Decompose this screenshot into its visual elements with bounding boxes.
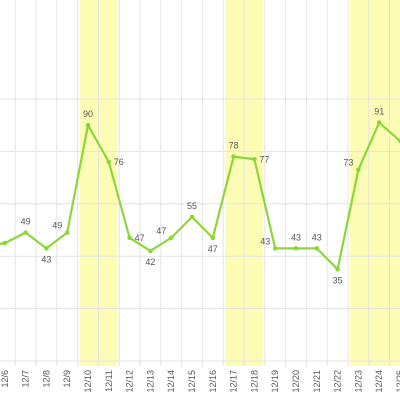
data-label: 73 [343,158,353,168]
data-point [23,230,28,235]
x-tick-label: 12/17 [229,370,239,393]
x-axis-tick-labels: 12/6 12/7 12/8 12/9 12/10 12/11 12/12 12/13 12/1… [0,370,400,393]
data-point [106,159,112,165]
data-point [189,214,195,220]
data-point [314,246,320,251]
data-label: 43 [260,236,270,246]
x-tick-label: 12/7 [21,370,31,388]
data-point [231,154,236,159]
x-tick-label: 12/16 [208,370,218,393]
series-line-path [0,121,400,271]
x-tick-label: 12/23 [353,370,363,393]
data-point [148,248,153,254]
x-tick-label: 12/6 [0,370,10,388]
data-point [272,246,278,251]
data-label: 90 [83,109,93,119]
x-tick-label: 12/8 [41,370,51,388]
x-tick-label: 12/14 [166,370,176,393]
x-tick-label: 12/12 [125,370,135,393]
gridlines [0,0,400,366]
x-tick-label: 12/20 [291,370,301,393]
data-label: 49 [21,217,31,227]
data-point [2,240,8,246]
x-tick-label: 12/13 [145,370,155,393]
x-tick-label: 12/25 [395,370,400,393]
x-tick-label: 12/21 [312,370,322,393]
highlight-bands [79,0,400,366]
series-line [0,121,400,271]
data-label: 43 [41,254,51,264]
data-label: 43 [291,232,301,242]
x-tick-label: 12/18 [249,370,259,393]
data-point [356,167,361,173]
data-point [397,138,400,144]
x-tick-label: 12/9 [62,370,72,388]
x-tick-label: 12/11 [104,370,114,392]
data-point [85,122,91,128]
x-tick-label: 12/15 [187,370,197,393]
data-point [64,230,70,235]
data-label: 49 [52,221,62,231]
data-point [168,235,174,241]
data-label: 35 [333,275,343,285]
data-point [376,120,382,125]
data-point [252,156,257,162]
data-points [2,120,400,272]
data-label: 42 [145,257,155,267]
highlight-band [350,0,400,366]
x-tick-label: 12/22 [333,370,343,393]
x-tick-label: 12/19 [270,370,280,393]
data-label: 91 [374,107,384,117]
data-label: 77 [259,154,269,164]
x-tick-label: 12/10 [83,370,93,393]
x-tick-label: 12/24 [374,370,384,393]
data-label: 47 [208,244,218,254]
data-point [127,235,132,241]
data-point [210,235,216,241]
data-point [293,246,299,251]
data-label: 78 [229,141,239,151]
data-label: 55 [187,201,197,211]
data-point [44,246,49,251]
data-labels: 45494349907647424755477877434343357391 [21,107,385,286]
data-label: 47 [135,233,145,243]
data-point [335,267,340,272]
data-label: 76 [114,157,124,167]
data-label: 47 [156,226,166,236]
data-label: 43 [312,232,322,242]
